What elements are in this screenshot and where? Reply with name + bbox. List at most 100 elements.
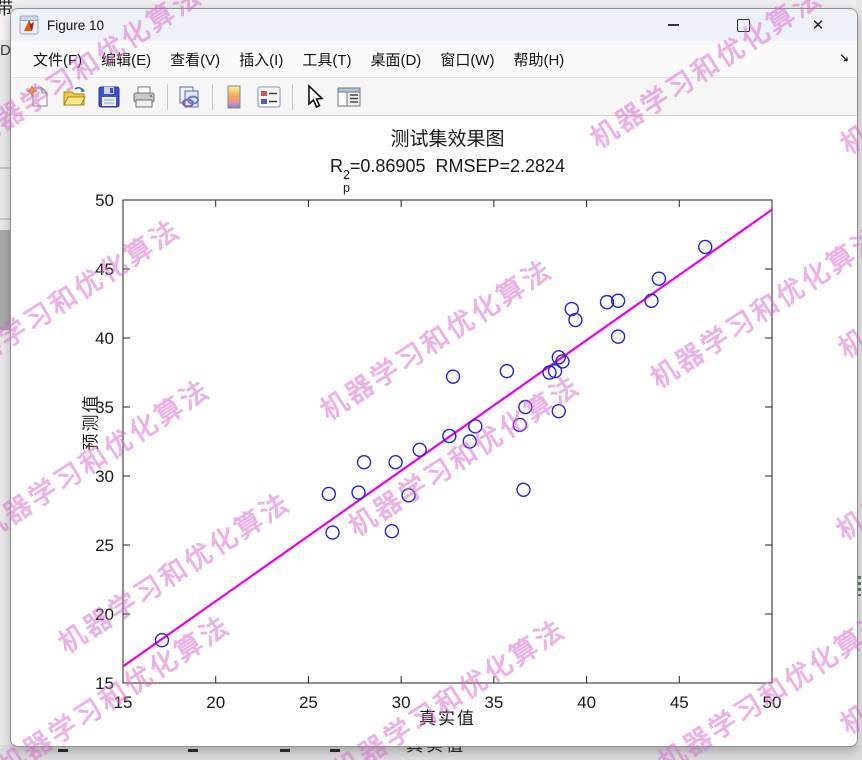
- r-subscript: p: [342, 180, 350, 195]
- data-point: [512, 417, 528, 433]
- r-superscript: 2: [342, 168, 350, 182]
- regression-line: [122, 208, 773, 668]
- matlab-figure-icon: [19, 15, 39, 35]
- x-tick-label: 20: [206, 693, 225, 712]
- menu-bar: 文件(F) 编辑(E) 查看(V) 插入(I) 工具(T) 桌面(D) 窗口(W…: [11, 41, 857, 78]
- figure-canvas: 15 20 25 30 35 40 45 50 15 20 25 30 35 40 45 50 测试集效果图 …: [11, 116, 857, 747]
- data-point: [651, 271, 667, 286]
- data-point: [551, 403, 566, 419]
- data-point: [356, 455, 372, 470]
- colormap-editor-icon[interactable]: [220, 83, 247, 110]
- y-tick-label: 50: [95, 191, 114, 210]
- close-button[interactable]: ✕: [798, 9, 838, 41]
- background-green-fragment: [857, 576, 861, 596]
- minimize-button[interactable]: [653, 9, 693, 41]
- data-point: [351, 485, 366, 500]
- toolbar-separator: [167, 83, 168, 110]
- data-point: [518, 399, 533, 415]
- menu-edit[interactable]: 编辑(E): [101, 51, 152, 69]
- x-tick-label: 50: [763, 693, 782, 712]
- data-point: [462, 434, 477, 449]
- background-tick-fragment: [58, 749, 68, 752]
- x-axis-label: 真实值: [419, 709, 476, 728]
- data-point: [551, 350, 566, 365]
- menu-overflow-arrow-icon[interactable]: ↘: [838, 51, 849, 65]
- data-point: [154, 633, 170, 648]
- title-bar[interactable]: Figure 10 ✕: [11, 9, 857, 41]
- background-text-fragment: 带: [0, 0, 13, 18]
- y-tick-label: 30: [95, 467, 114, 486]
- background-text-fragment: D: [0, 42, 11, 59]
- data-point: [568, 312, 583, 328]
- left-strip-segment: [0, 0, 10, 40]
- data-point: [325, 525, 340, 540]
- data-point: [468, 419, 483, 434]
- y-tick-label: 35: [95, 398, 114, 417]
- y-tick-label: 45: [95, 260, 114, 279]
- menu-tools[interactable]: 工具(T): [302, 51, 352, 69]
- x-tick-label: 30: [392, 693, 411, 712]
- maximize-icon: [736, 18, 750, 32]
- data-point: [388, 455, 403, 470]
- data-point: [412, 442, 427, 457]
- data-point: [499, 363, 515, 379]
- menu-window[interactable]: 窗口(W): [440, 51, 495, 69]
- print-figure-icon[interactable]: [130, 83, 157, 110]
- menu-file[interactable]: 文件(F): [33, 51, 83, 69]
- data-point: [384, 524, 400, 539]
- x-tick-label: 35: [484, 693, 503, 712]
- metrics-text: =0.86905 RMSEP=2.2824: [349, 156, 566, 176]
- scatter-plot[interactable]: 15 20 25 30 35 40 45 50 15 20 25 30 35 40 45 50: [11, 116, 857, 747]
- maximize-button[interactable]: [723, 9, 763, 41]
- background-tick-fragment: [330, 749, 340, 752]
- background-right-strip: [856, 0, 862, 760]
- minimize-icon: [667, 24, 679, 26]
- toolbar: [11, 78, 857, 116]
- menu-desktop[interactable]: 桌面(D): [370, 51, 422, 69]
- new-figure-icon[interactable]: [25, 83, 52, 110]
- link-plot-icon[interactable]: [175, 83, 202, 110]
- left-strip-divider: [0, 218, 10, 220]
- x-tick-label: 15: [114, 693, 133, 712]
- open-file-icon[interactable]: [60, 83, 87, 110]
- x-tick-label: 45: [670, 693, 689, 712]
- toolbar-separator: [212, 83, 213, 110]
- figure-window: Figure 10 ✕ 文件(F) 编辑(E) 查看(V) 插入(I) 工具(T…: [10, 8, 858, 747]
- r-symbol: R: [329, 156, 343, 176]
- data-point: [610, 293, 626, 308]
- y-tick-label: 20: [95, 605, 114, 624]
- plot-subtitle: R 2 p =0.86905 RMSEP=2.2824: [123, 156, 772, 194]
- menu-help[interactable]: 帮助(H): [513, 51, 565, 69]
- data-point: [445, 369, 461, 384]
- y-tick-label: 40: [95, 329, 114, 348]
- plot-browser-icon[interactable]: [255, 83, 282, 110]
- x-tick-label: 40: [577, 693, 596, 712]
- data-point: [644, 293, 659, 308]
- data-point: [555, 354, 570, 369]
- background-left-strip: 带 D: [0, 0, 13, 760]
- background-tick-fragment: [280, 749, 290, 752]
- menu-insert[interactable]: 插入(I): [239, 51, 284, 69]
- y-axis-label: 预测值: [81, 393, 101, 451]
- data-point: [547, 363, 563, 379]
- menu-view[interactable]: 查看(V): [170, 51, 221, 69]
- left-strip-divider: [0, 167, 10, 169]
- data-point: [516, 482, 531, 497]
- data-point: [442, 428, 457, 444]
- data-point: [542, 365, 557, 380]
- data-point: [610, 329, 626, 344]
- window-title: Figure 10: [47, 17, 105, 33]
- left-strip-segment: [0, 230, 10, 330]
- property-editor-icon[interactable]: [335, 83, 362, 110]
- data-point: [698, 239, 713, 255]
- y-tick-label: 25: [95, 536, 114, 555]
- plot-title: 测试集效果图: [390, 129, 505, 150]
- data-point: [401, 488, 416, 503]
- data-point: [599, 294, 615, 310]
- toolbar-separator: [292, 83, 293, 110]
- background-bottom-strip: 真实值: [0, 736, 862, 760]
- close-icon: ✕: [811, 16, 825, 34]
- background-tick-fragment: [188, 749, 198, 752]
- edit-plot-icon[interactable]: [300, 83, 327, 110]
- save-figure-icon[interactable]: [95, 83, 122, 110]
